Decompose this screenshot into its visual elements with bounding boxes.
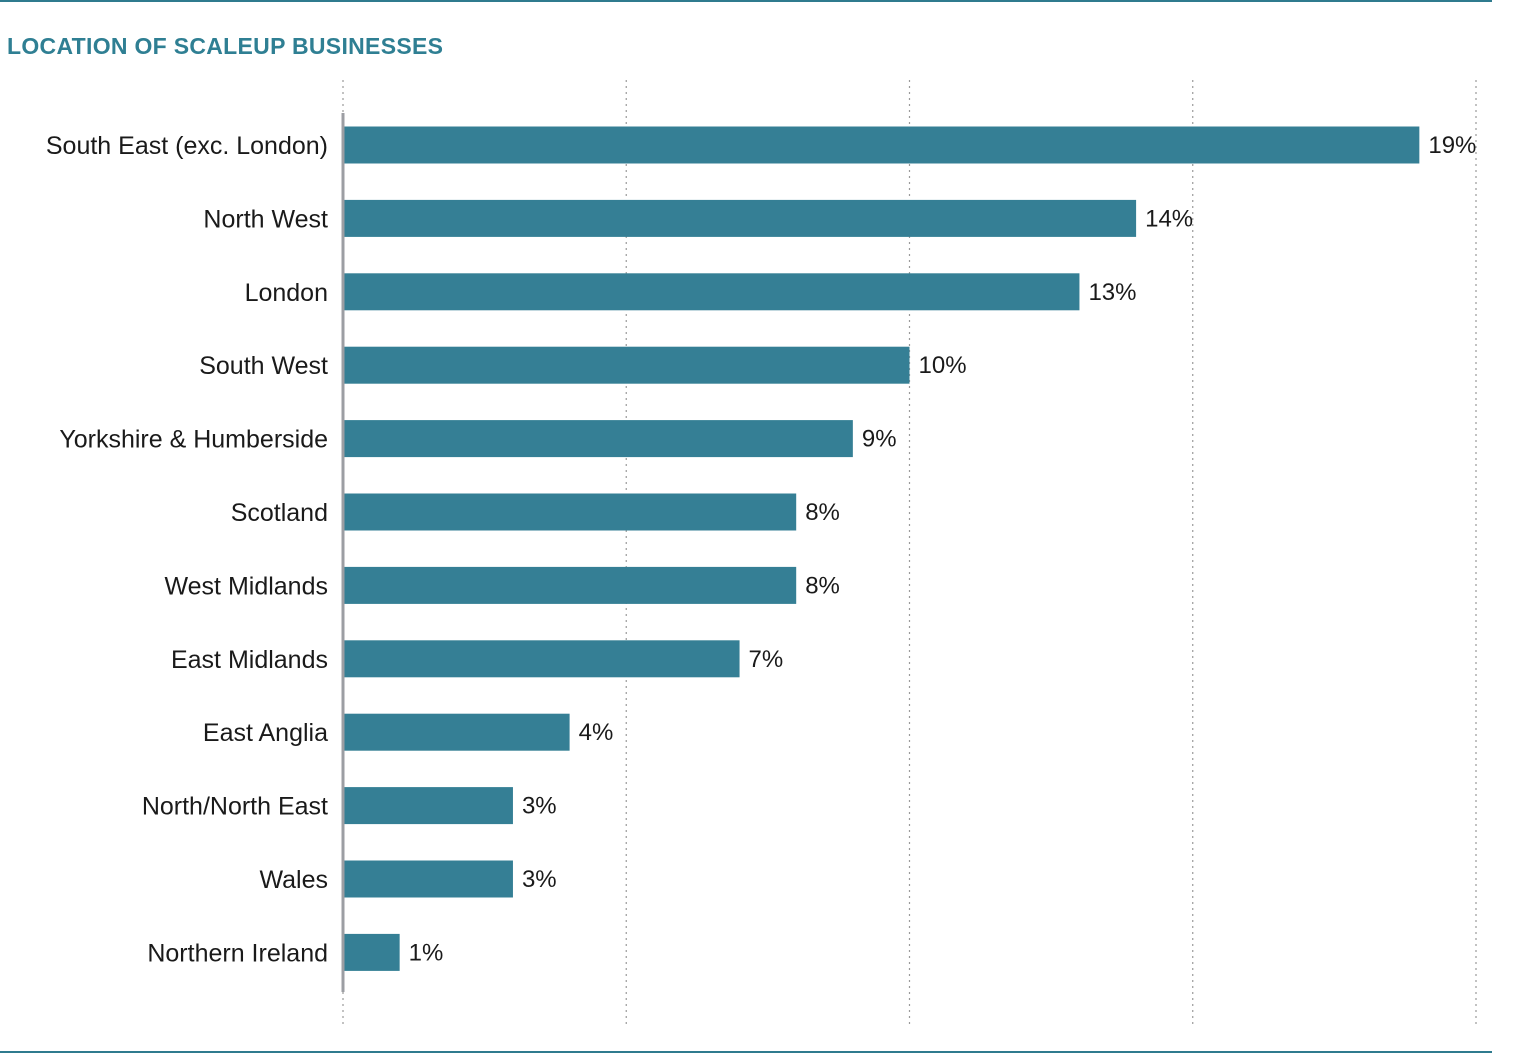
bar [343, 566, 797, 604]
category-label: Scotland [231, 499, 328, 527]
category-label: Yorkshire & Humberside [59, 426, 328, 454]
category-label: South East (exc. London) [46, 132, 328, 160]
value-label: 8% [805, 499, 840, 526]
chart-title: LOCATION OF SCALEUP BUSINESSES [7, 33, 444, 59]
value-label: 14% [1145, 205, 1193, 232]
bar [343, 640, 740, 678]
bar [343, 933, 400, 971]
category-label: Northern Ireland [147, 939, 328, 967]
value-label: 9% [862, 426, 897, 453]
category-label: Wales [259, 866, 328, 894]
value-label: 4% [579, 719, 614, 746]
category-label: North/North East [142, 793, 328, 821]
category-label: South West [199, 352, 328, 380]
value-label: 1% [409, 939, 444, 966]
top-rule [0, 0, 1492, 2]
bar [343, 493, 797, 531]
bar [343, 346, 910, 384]
bar [343, 273, 1080, 311]
value-label: 7% [749, 646, 784, 673]
category-label: North West [203, 205, 328, 233]
bar [343, 126, 1420, 164]
value-label: 10% [919, 352, 967, 379]
bar [343, 199, 1137, 237]
category-label: East Midlands [171, 646, 328, 674]
bar [343, 420, 853, 458]
category-label: West Midlands [165, 572, 329, 600]
bottom-rule [0, 1051, 1492, 1053]
category-label: London [245, 279, 328, 307]
bar [343, 713, 570, 751]
bar [343, 860, 513, 898]
value-label: 3% [522, 793, 557, 820]
category-label: East Anglia [203, 719, 328, 747]
value-label: 19% [1428, 132, 1476, 159]
value-label: 13% [1088, 279, 1136, 306]
bar [343, 787, 513, 825]
value-label: 3% [522, 866, 557, 893]
value-label: 8% [805, 572, 840, 599]
